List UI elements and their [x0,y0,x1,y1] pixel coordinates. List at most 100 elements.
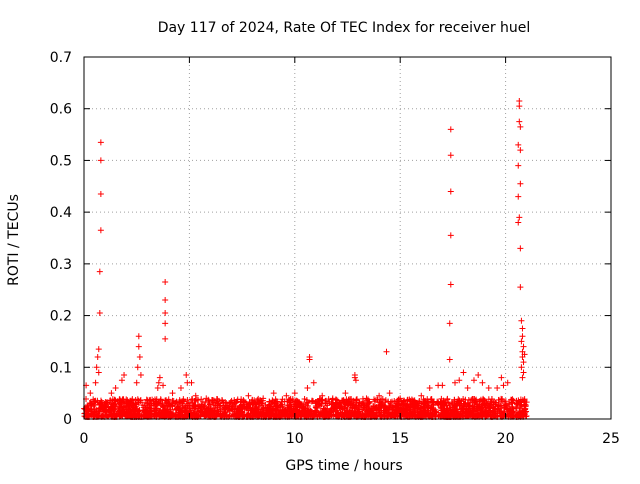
band-point [498,405,505,412]
band-point [464,412,471,419]
band-point [367,408,374,415]
band-point [460,400,467,407]
band-point [85,405,92,412]
band-point [406,412,413,419]
data-point [154,384,161,391]
band-point [337,402,344,409]
band-point [418,403,425,410]
data-point [319,392,326,399]
band-point [328,401,335,408]
band-point [151,407,158,414]
band-point [173,398,180,405]
band-point [467,400,474,407]
band-point [103,399,110,406]
band-point [243,405,250,412]
band-point [361,404,368,411]
band-point [505,413,512,420]
data-point [97,157,104,164]
band-point [360,405,367,412]
band-point [217,402,224,409]
data-point [518,338,525,345]
band-point [513,401,520,408]
band-point [94,399,101,406]
band-point [440,406,447,413]
band-point [444,396,451,403]
band-point [443,410,450,417]
band-point [349,398,356,405]
band-point [123,400,130,407]
data-point [447,126,454,133]
band-point [214,401,221,408]
band-point [402,402,409,409]
data-point [515,162,522,169]
band-point [122,405,129,412]
band-point [197,409,204,416]
band-point [170,397,177,404]
data-point [169,390,176,397]
band-point [121,409,128,416]
band-point [400,406,407,413]
data-point [517,123,524,130]
data-point [383,348,390,355]
band-point [237,413,244,420]
band-point [162,397,169,404]
data-point [447,188,454,195]
band-point [260,411,267,418]
band-point [497,402,504,409]
data-point [470,377,477,384]
band-point [474,403,481,410]
band-point [439,413,446,420]
band-point [406,404,413,411]
data-point [156,374,163,381]
band-point [517,403,524,410]
data-point [475,372,482,379]
band-point [224,402,231,409]
data-point [479,379,486,386]
band-point [391,407,398,414]
data-point [351,374,358,381]
band-point [397,405,404,412]
data-point [518,364,525,371]
band-point [108,401,115,408]
band-point [509,399,516,406]
band-point [465,397,472,404]
band-point [448,399,455,406]
band-point [370,402,377,409]
data-point [447,232,454,239]
band-point [304,399,311,406]
data-point [108,390,115,397]
band-point [111,397,118,404]
band-point [144,403,151,410]
band-point [470,407,477,414]
band-point [490,400,497,407]
data-point [516,103,523,110]
band-point [355,403,362,410]
band-point [376,399,383,406]
band-point [427,407,434,414]
x-axis-label: GPS time / hours [285,458,402,474]
band-point [221,412,228,419]
y-tick-label: 0.7 [50,50,72,66]
data-point [87,390,94,397]
band-point [99,406,106,413]
band-point [250,406,257,413]
band-point [102,403,109,410]
band-point [190,412,197,419]
band-point [128,412,135,419]
band-point [401,398,408,405]
band-point [293,397,300,404]
band-point [291,405,298,412]
band-point [211,399,218,406]
band-point [376,405,383,412]
band-point [490,408,497,415]
data-point [121,372,128,379]
band-point [175,406,182,413]
band-point [195,397,202,404]
data-point [162,278,169,285]
band-point [147,405,154,412]
band-point [174,411,181,418]
data-point [134,364,141,371]
band-point [488,412,495,419]
